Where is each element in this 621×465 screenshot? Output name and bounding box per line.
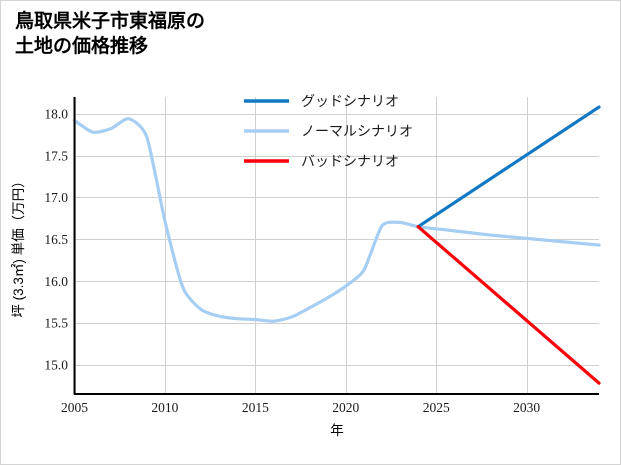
x-tick-2005: 2005 [61, 400, 88, 415]
x-tick-2020: 2020 [332, 400, 359, 415]
series-line-バッドシナリオ [416, 225, 601, 385]
axis-spines [73, 97, 599, 396]
y-tick-17.0: 17.0 [44, 190, 68, 205]
y-tick-18.0: 18.0 [44, 107, 68, 122]
x-tick-2015: 2015 [242, 400, 269, 415]
x-tick-2010: 2010 [151, 400, 178, 415]
x-tick-2025: 2025 [423, 400, 450, 415]
series-line-ノーマルシナリオ [72, 117, 601, 323]
gridlines-group [74, 97, 599, 394]
x-tick-2030: 2030 [513, 400, 540, 415]
y-tick-labels: 15.0 15.5 16.0 16.5 17.0 17.5 18.0 [44, 107, 68, 373]
y-tick-17.5: 17.5 [44, 148, 68, 163]
y-tick-15.5: 15.5 [44, 316, 68, 331]
y-tick-15.0: 15.0 [44, 358, 68, 373]
x-axis-title: 年 [330, 423, 344, 438]
legend-label-bad: バッドシナリオ [301, 155, 399, 170]
y-tick-16.5: 16.5 [44, 232, 68, 247]
series-line-グッドシナリオ [416, 105, 601, 229]
legend-label-good: グッドシナリオ [301, 94, 399, 110]
y-tick-16.0: 16.0 [44, 274, 68, 289]
y-axis-title: 坪 (3.3㎡) 単価（万円） [11, 174, 26, 317]
legend-label-normal: ノーマルシナリオ [301, 125, 413, 140]
x-tick-labels: 2005 2010 2015 2020 2025 2030 [61, 400, 540, 415]
series-group [72, 105, 601, 385]
page-title: 鳥取県米子市東福原の 土地の価格推移 [15, 11, 206, 57]
